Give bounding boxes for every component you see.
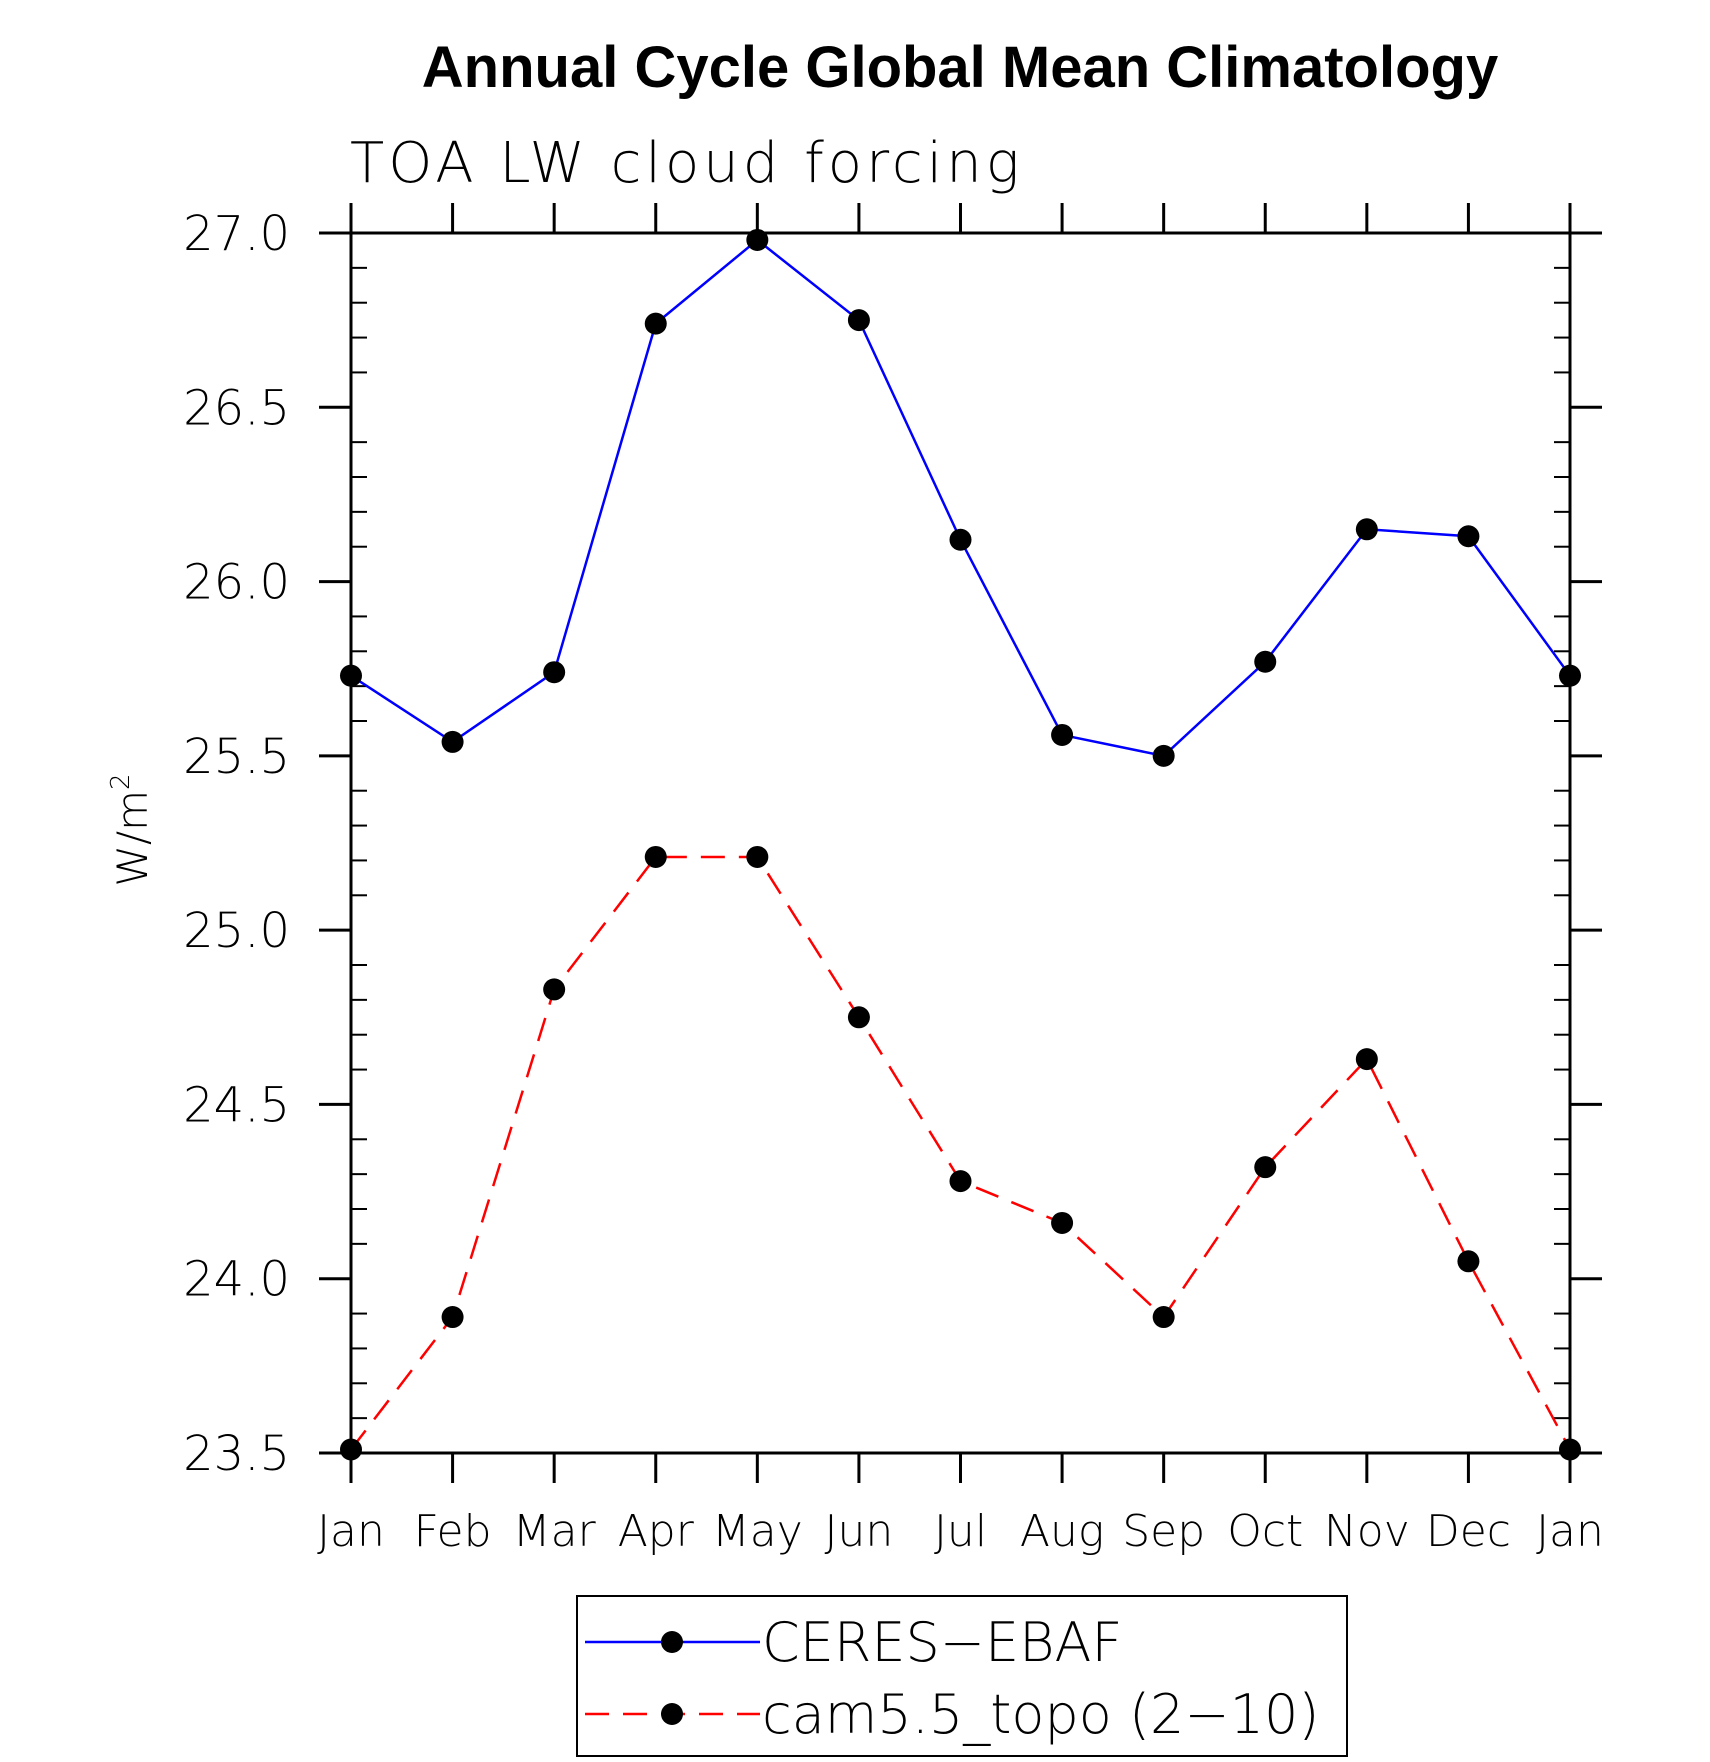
data-point xyxy=(1559,664,1581,687)
data-point xyxy=(1457,525,1480,548)
legend: CERES−EBAF cam5.5_topo (2−10) xyxy=(576,1595,1348,1757)
y-axis-title: W/m2 xyxy=(106,773,157,886)
data-point xyxy=(340,664,362,687)
x-tick-label: Sep xyxy=(1122,1506,1205,1557)
data-point xyxy=(1355,1048,1378,1071)
svg-text:W/m2: W/m2 xyxy=(106,773,157,886)
x-tick-label: Feb xyxy=(414,1506,492,1557)
plot-frame xyxy=(349,231,1572,1455)
x-tick-label: Mar xyxy=(513,1506,597,1557)
x-tick-label: May xyxy=(712,1506,803,1557)
y-tick-label: 23.5 xyxy=(183,1426,290,1482)
data-point xyxy=(1457,1250,1480,1273)
y-tick-label: 24.0 xyxy=(183,1252,290,1308)
y-tick-label: 27.0 xyxy=(183,206,290,262)
x-tick-label: Jan xyxy=(1536,1506,1604,1557)
legend-box xyxy=(576,1595,1348,1757)
y-axis-label: W/m xyxy=(108,790,157,887)
y-axis-label-superscript: 2 xyxy=(106,773,136,790)
data-point xyxy=(847,309,870,332)
x-tick-label: Aug xyxy=(1020,1506,1104,1557)
series-line xyxy=(350,855,1572,1451)
data-point xyxy=(644,312,667,335)
y-tick-label: 26.0 xyxy=(183,555,290,611)
y-tick-label: 26.5 xyxy=(183,380,290,436)
data-point xyxy=(1355,518,1378,541)
series-2 xyxy=(340,845,1581,1461)
data-point xyxy=(543,978,566,1001)
data-point xyxy=(1152,1306,1175,1329)
legend-marker xyxy=(661,1631,683,1653)
data-point xyxy=(1051,1211,1074,1234)
data-point xyxy=(441,730,464,753)
plot-axes xyxy=(319,203,1602,1483)
data-point xyxy=(1254,650,1277,673)
x-tick-label: Apr xyxy=(618,1506,695,1557)
data-point xyxy=(746,845,769,868)
chart-subtitle: TOA LW cloud forcing xyxy=(350,131,1023,196)
x-tick-label: Oct xyxy=(1227,1506,1303,1557)
data-point xyxy=(644,845,667,868)
x-tick-label: Jan xyxy=(317,1506,385,1557)
legend-marker xyxy=(661,1703,683,1725)
data-point xyxy=(543,661,566,684)
y-tick-label: 25.0 xyxy=(183,903,290,959)
data-point xyxy=(1559,1438,1581,1461)
x-tick-label: Nov xyxy=(1324,1506,1410,1557)
y-tick-label: 25.5 xyxy=(183,729,290,785)
data-point xyxy=(1254,1156,1277,1179)
data-point xyxy=(340,1438,362,1461)
data-point xyxy=(441,1306,464,1329)
data-point xyxy=(1152,744,1175,767)
legend-label: CERES−EBAF xyxy=(762,1611,1122,1674)
chart-title: Annual Cycle Global Mean Climatology xyxy=(422,35,1498,100)
series-layer xyxy=(340,228,1581,1461)
x-tick-labels: Jan Feb Mar Apr May Jun Jul Aug Sep Oct Nov Dec Jan xyxy=(317,1506,1604,1557)
x-tick-label: Jun xyxy=(825,1506,894,1557)
x-tick-label: Dec xyxy=(1426,1506,1511,1557)
x-tick-label: Jul xyxy=(934,1506,987,1557)
series-line xyxy=(350,238,1572,758)
data-point xyxy=(949,1170,972,1193)
data-point xyxy=(746,228,769,251)
data-point xyxy=(1051,723,1074,746)
data-point xyxy=(949,528,972,551)
y-tick-labels: 23.5 24.0 24.5 25.0 25.5 26.0 26.5 27.0 xyxy=(183,206,290,1482)
series-1 xyxy=(340,228,1581,767)
y-tick-label: 24.5 xyxy=(183,1077,290,1133)
legend-label: cam5.5_topo (2−10) xyxy=(762,1683,1319,1746)
data-point xyxy=(847,1006,870,1029)
